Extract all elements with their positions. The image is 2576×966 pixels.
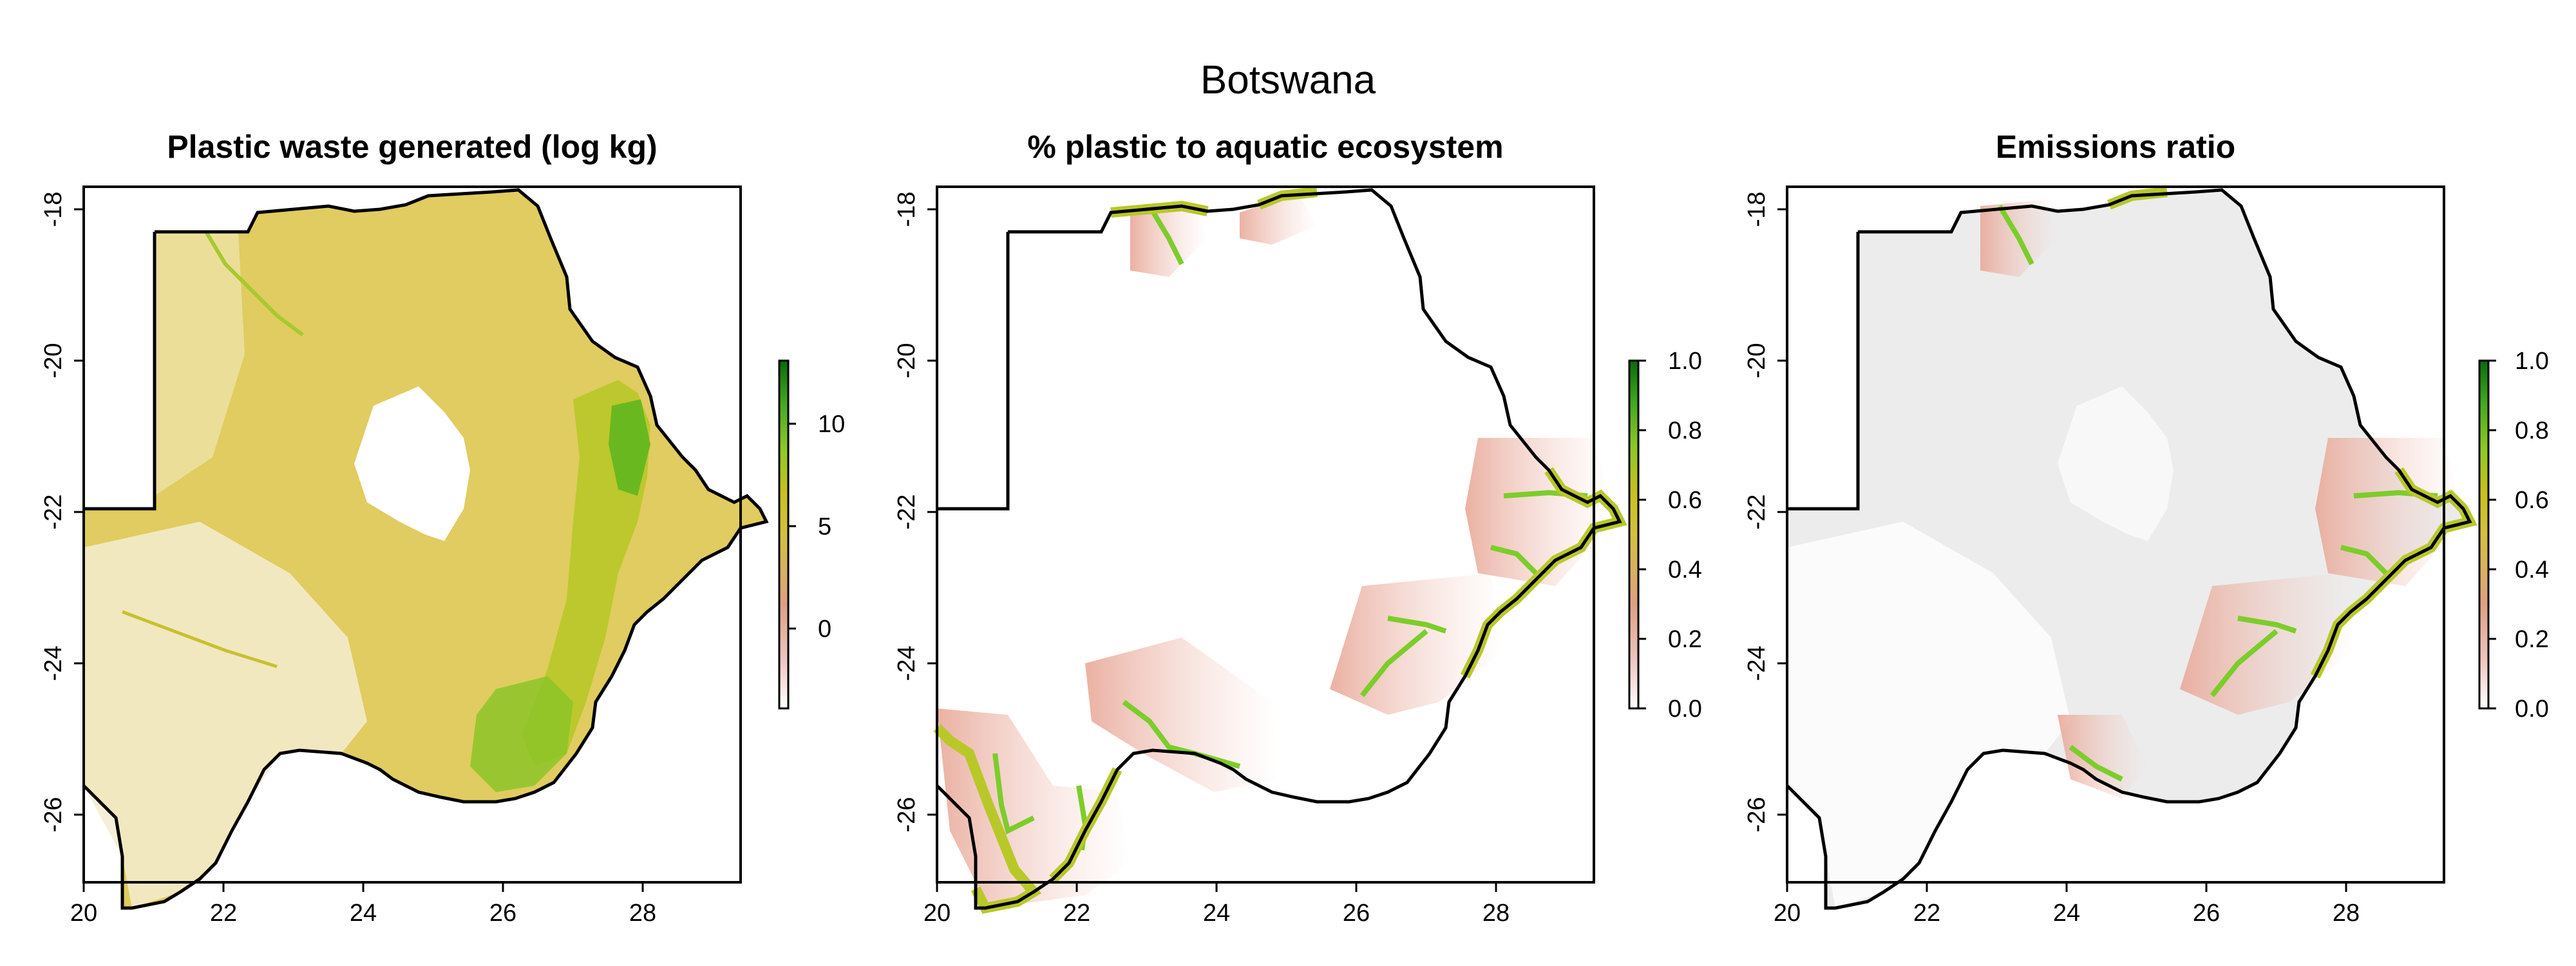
y-tick-label: -20 [40, 343, 67, 379]
y-axis: -18 -20 -22 -24 -26 [893, 192, 937, 833]
plot-frame [936, 185, 1595, 884]
x-tick-label: 22 [1913, 900, 1940, 927]
pan-white [2058, 386, 2174, 541]
x-axis: 20 22 24 26 28 [70, 882, 656, 927]
x-tick-label: 20 [923, 900, 951, 927]
x-tick-label: 24 [2053, 900, 2080, 927]
fan-south [2058, 715, 2148, 799]
y-axis: -18 -20 -22 -24 -26 [40, 192, 84, 833]
y-tick-label: -26 [893, 797, 920, 833]
legend-tick-label: 1.0 [2515, 348, 2549, 375]
x-tick-label: 26 [1343, 900, 1370, 927]
y-tick-label: -22 [40, 495, 67, 530]
y-tick-label: -22 [893, 495, 920, 530]
legend-tick-label: 0 [818, 616, 831, 643]
river [2340, 545, 2388, 575]
y-tick-label: -26 [40, 797, 67, 833]
x-tick-label: 24 [350, 900, 377, 927]
river [1387, 616, 1447, 634]
legend-tick-label: 0.8 [2515, 417, 2549, 444]
y-tick-label: -18 [40, 192, 67, 227]
legend-colorbar: 10 5 0 [778, 359, 845, 710]
y-tick-label: -26 [1743, 797, 1770, 833]
river [2069, 744, 2123, 782]
x-tick-label: 20 [1774, 900, 1801, 927]
x-tick-label: 28 [2333, 900, 2360, 927]
y-tick-label: -18 [893, 192, 920, 227]
panel-aquatic: % plastic to aquatic ecosystem [893, 129, 1702, 927]
legend-tick-label: 0.4 [2515, 556, 2549, 583]
y-axis: -18 -20 -22 -24 -26 [1743, 192, 1787, 833]
x-axis: 20 22 24 26 28 [923, 882, 1510, 927]
y-tick-label: -20 [1743, 343, 1770, 379]
x-tick-label: 22 [210, 900, 237, 927]
y-tick-label: -24 [1743, 646, 1770, 681]
river [992, 753, 1035, 835]
river [1997, 204, 2034, 265]
legend-tick-label: 0.6 [1668, 487, 1702, 514]
south-east-green [470, 676, 573, 792]
pan-white [354, 386, 470, 541]
legend-tick-label: 1.0 [1668, 348, 1702, 375]
panel-plastic-waste: Plastic waste generated (log kg) 20 22 2… [40, 129, 845, 927]
country-border [82, 188, 769, 910]
y-tick-label: -24 [40, 646, 67, 681]
river [1359, 629, 1428, 697]
legend-colorbar: 1.0 0.8 0.6 0.4 0.2 0.0 [1628, 348, 1702, 723]
plot-frame [1786, 185, 2445, 884]
x-tick-label: 24 [1203, 900, 1230, 927]
map-area [933, 187, 1627, 914]
legend-tick-label: 0.6 [2515, 487, 2549, 514]
country-border [1786, 188, 2472, 910]
x-tick-label: 22 [1063, 900, 1090, 927]
x-axis: 20 22 24 26 28 [1774, 882, 2360, 927]
map-area [82, 188, 769, 910]
x-tick-label: 26 [489, 900, 516, 927]
fan-south-west [937, 708, 1130, 908]
legend-tick-label: 0.2 [1668, 626, 1702, 653]
west-strip-sparse [155, 232, 245, 496]
x-tick-label: 20 [70, 900, 97, 927]
plot-frame [82, 185, 742, 884]
fan-south [1085, 638, 1278, 792]
river-line [122, 610, 278, 668]
map-area [1786, 187, 2477, 910]
sw-sparse [1787, 522, 2070, 908]
x-tick-label: 26 [2193, 900, 2220, 927]
figure-title: Botswana [1200, 58, 1376, 102]
panel-emissions: Emissions ratio 20 22 [1743, 129, 2549, 927]
panel-title: % plastic to aquatic ecosystem [1027, 129, 1503, 165]
legend-tick-label: 0.0 [2515, 696, 2549, 723]
y-tick-label: -18 [1743, 192, 1770, 227]
x-tick-label: 28 [1482, 900, 1510, 927]
river [1490, 545, 1538, 575]
legend-tick-label: 0.8 [1668, 417, 1702, 444]
okavango-river [204, 231, 304, 337]
east-green-band-inner [609, 399, 650, 496]
y-tick-label: -22 [1743, 495, 1770, 530]
river [2210, 629, 2278, 697]
panel-title: Emissions ratio [1996, 129, 2235, 165]
legend-tick-label: 0.0 [1668, 696, 1702, 723]
x-tick-label: 28 [629, 900, 656, 927]
legend-tick-label: 0.2 [2515, 626, 2549, 653]
legend-tick-label: 10 [818, 411, 845, 438]
panel-title: Plastic waste generated (log kg) [167, 129, 657, 165]
river [2237, 616, 2297, 634]
country-border [936, 188, 1622, 910]
legend-tick-label: 5 [818, 513, 831, 540]
legend-colorbar: 1.0 0.8 0.6 0.4 0.2 0.0 [2478, 348, 2549, 723]
y-tick-label: -20 [893, 343, 920, 379]
legend-tick-label: 0.4 [1668, 556, 1702, 583]
river [1147, 204, 1184, 265]
y-tick-label: -24 [893, 646, 920, 681]
sw-sparse [84, 522, 367, 908]
